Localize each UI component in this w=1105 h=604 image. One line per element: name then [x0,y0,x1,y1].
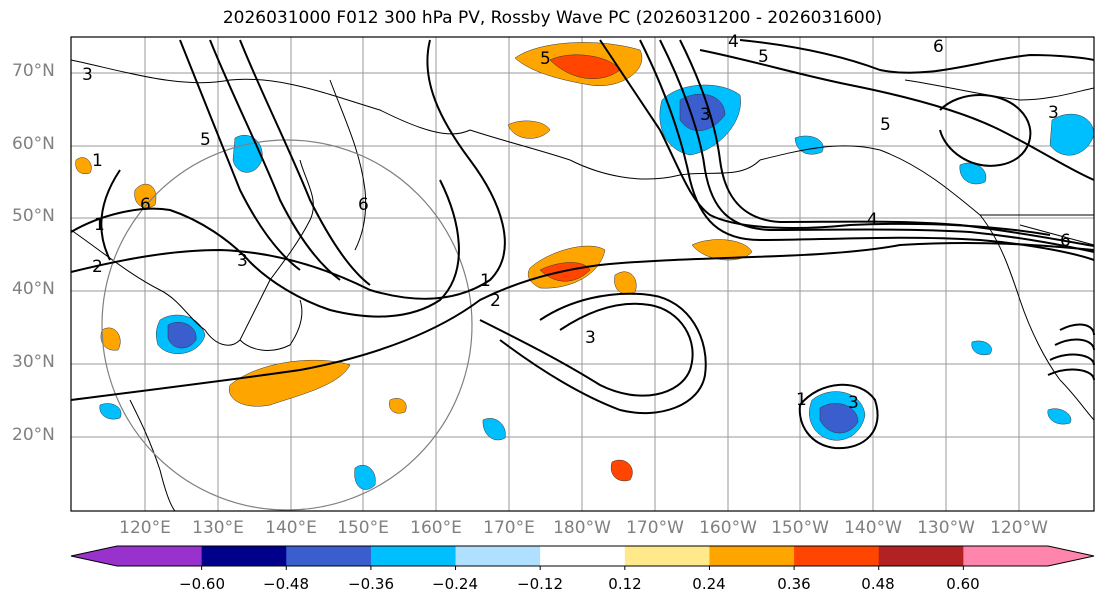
contour-label: 4 [867,210,878,230]
contour-label: 5 [200,130,211,150]
contour-label: 1 [796,390,807,410]
lat-label: 20°N [12,425,55,445]
rossby-wave-contours [70,39,1095,450]
lon-label: 170°W [626,518,684,538]
colorbar-segment [624,546,710,566]
colorbar-tick-label: −0.24 [432,575,478,593]
great-circle-ring [101,139,473,511]
colorbar-segment [455,546,541,566]
contour-label: 3 [585,328,596,348]
colorbar-tick-label: 0.60 [946,575,980,593]
contour-label: 2 [92,257,103,277]
lon-label: 130°W [917,518,975,538]
contour-label: 1 [480,271,491,291]
lat-label: 50°N [12,206,55,226]
colorbar-segment [286,546,372,566]
contour-label: 5 [758,47,769,67]
colorbar-segment [117,546,203,566]
lon-label: 120°W [990,518,1048,538]
contour-label: 6 [358,195,369,215]
colorbar [70,545,1095,570]
lon-label: 160°E [410,518,462,538]
colorbar-tick-label: 0.48 [861,575,895,593]
colorbar-segment [201,546,287,566]
contour-label: 6 [140,195,151,215]
colorbar-segment [878,546,964,566]
map-title: 2026031000 F012 300 hPa PV, Rossby Wave … [222,8,883,28]
colorbar-tick-label: −0.36 [348,575,394,593]
lon-label: 140°E [265,518,317,538]
contour-label: 3 [237,251,248,271]
lat-label: 70°N [12,61,55,81]
colorbar-tick-label: 0.24 [692,575,726,593]
lon-label: 150°W [771,518,829,538]
contour-label: 1 [92,151,103,171]
contour-label: 3 [848,393,859,413]
lon-label: 140°W [844,518,902,538]
colorbar-segment [794,546,880,566]
lon-label: 120°E [119,518,171,538]
colorbar-tick-label: −0.60 [179,575,225,593]
colorbar-outline [70,545,1095,567]
map-frame [70,36,1095,512]
contour-label: 2 [490,291,501,311]
colorbar-segment [370,546,457,566]
colorbar-extend-min [71,546,117,566]
contour-label: 5 [540,49,551,69]
contour-label: 3 [1048,103,1059,123]
contour-label: 6 [1060,231,1071,251]
contour-label: 3 [700,105,711,125]
contour-label: 1 [94,215,105,235]
lon-label: 150°E [337,518,389,538]
contour-label: 6 [933,37,944,57]
colorbar-segment [540,546,626,566]
contour-label: 3 [82,65,93,85]
colorbar-segment [709,546,795,566]
colorbar-tick-label: −0.48 [263,575,309,593]
lon-label: 180°W [553,518,611,538]
lat-label: 30°N [12,352,55,372]
contour-label-group: 1 1 2 3 1 2 3 1 3 4 6 6 4 5 3 3 6 5 6 5 … [82,32,1071,413]
lon-label: 170°E [483,518,535,538]
positive-pv-anomalies [75,42,753,482]
contour-label: 4 [728,32,739,52]
coastlines [70,59,1095,512]
lon-label: 130°E [192,518,244,538]
lon-label: 160°W [699,518,757,538]
colorbar-tick-label: −0.12 [517,575,563,593]
lat-label: 60°N [12,134,55,154]
colorbar-tick-label: 0.36 [777,575,811,593]
colorbar-extend-max [1048,546,1094,566]
colorbar-segment [963,546,1049,566]
colorbar-tick-label: 0.12 [608,575,642,593]
lat-label: 40°N [12,279,55,299]
contour-label: 5 [880,115,891,135]
